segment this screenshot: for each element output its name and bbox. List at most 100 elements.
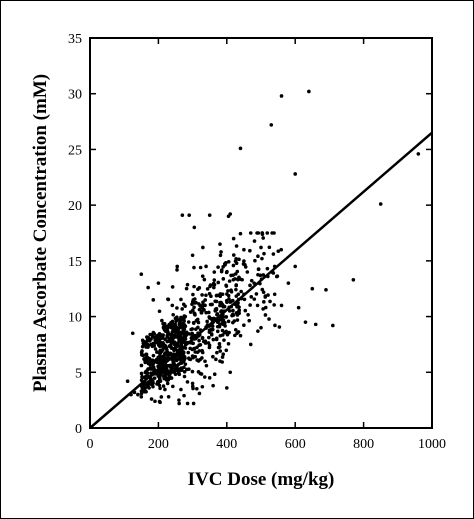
data-point	[154, 338, 158, 343]
data-point	[243, 308, 248, 313]
data-point	[210, 302, 214, 307]
data-point	[279, 303, 284, 308]
data-point	[221, 318, 226, 322]
data-point	[191, 401, 196, 406]
data-point	[247, 318, 252, 323]
data-point	[197, 391, 202, 396]
data-point	[248, 283, 252, 288]
data-point	[199, 311, 204, 315]
data-point	[161, 340, 165, 345]
data-point	[139, 389, 144, 393]
data-point	[240, 277, 244, 282]
data-point	[191, 308, 195, 313]
data-point	[172, 370, 176, 374]
data-point	[263, 313, 268, 317]
data-point	[169, 333, 173, 337]
data-point	[166, 330, 170, 335]
data-point	[193, 297, 197, 301]
plot-area	[89, 37, 433, 429]
data-point	[210, 324, 215, 328]
data-point	[178, 361, 183, 365]
data-point	[161, 358, 165, 362]
data-point	[181, 339, 186, 344]
x-tick-label: 200	[148, 437, 169, 452]
data-point	[198, 265, 203, 270]
data-point	[378, 202, 383, 206]
data-point	[183, 362, 188, 366]
data-point	[162, 324, 167, 329]
data-point	[217, 324, 222, 329]
data-point	[226, 289, 230, 293]
data-point	[166, 395, 171, 399]
data-point	[136, 392, 140, 397]
data-point	[221, 322, 225, 326]
data-point	[194, 327, 198, 331]
data-point	[231, 312, 235, 317]
data-point	[256, 267, 261, 271]
data-point	[142, 357, 146, 361]
data-point	[166, 297, 170, 301]
data-point	[238, 146, 243, 151]
data-point	[217, 341, 222, 346]
y-tick-label: 25	[68, 143, 82, 158]
data-point	[197, 286, 202, 290]
data-point	[157, 350, 161, 355]
data-point	[187, 213, 191, 217]
data-point	[256, 272, 260, 277]
data-point	[218, 303, 222, 308]
data-point	[180, 368, 184, 372]
data-point	[204, 363, 209, 368]
data-point	[272, 303, 276, 307]
data-point	[234, 294, 239, 298]
data-point	[207, 328, 212, 332]
data-point	[238, 231, 243, 236]
data-point	[157, 339, 162, 344]
x-axis-ticks: 0 200 400 600 800 1000	[87, 38, 446, 452]
data-point	[171, 336, 175, 340]
data-point	[221, 265, 225, 269]
data-point	[211, 354, 215, 359]
x-axis-title: IVC Dose (mg/kg)	[188, 469, 335, 490]
data-point	[324, 288, 328, 292]
data-point	[212, 372, 217, 377]
data-point	[182, 374, 187, 379]
data-point	[195, 345, 199, 350]
data-point	[293, 172, 298, 176]
data-point	[307, 89, 311, 94]
data-point	[139, 395, 144, 399]
data-point	[185, 401, 190, 406]
data-point	[235, 305, 240, 309]
data-point	[169, 324, 174, 329]
data-point	[130, 331, 135, 336]
data-point	[231, 236, 236, 241]
data-point	[236, 330, 241, 334]
data-point	[163, 351, 168, 355]
data-point	[151, 381, 155, 386]
data-point	[176, 328, 180, 332]
data-point	[216, 280, 221, 285]
data-point	[237, 257, 241, 262]
data-point	[205, 319, 209, 324]
data-point	[147, 338, 152, 343]
data-point	[164, 375, 168, 379]
data-point	[191, 355, 195, 360]
data-point	[148, 332, 152, 337]
data-point	[351, 278, 356, 282]
data-point	[209, 294, 213, 299]
data-point	[205, 287, 210, 291]
data-point	[198, 357, 203, 362]
data-point	[175, 264, 180, 269]
data-point	[226, 259, 231, 264]
data-point	[125, 379, 130, 384]
data-point	[182, 393, 186, 398]
data-point	[260, 256, 264, 261]
data-point	[182, 329, 186, 334]
data-point	[310, 286, 315, 291]
data-point	[331, 323, 335, 328]
data-point	[212, 270, 217, 274]
data-point	[229, 289, 234, 294]
data-point	[160, 318, 164, 323]
data-point	[261, 290, 266, 294]
data-point	[216, 293, 221, 298]
data-point	[234, 283, 238, 288]
